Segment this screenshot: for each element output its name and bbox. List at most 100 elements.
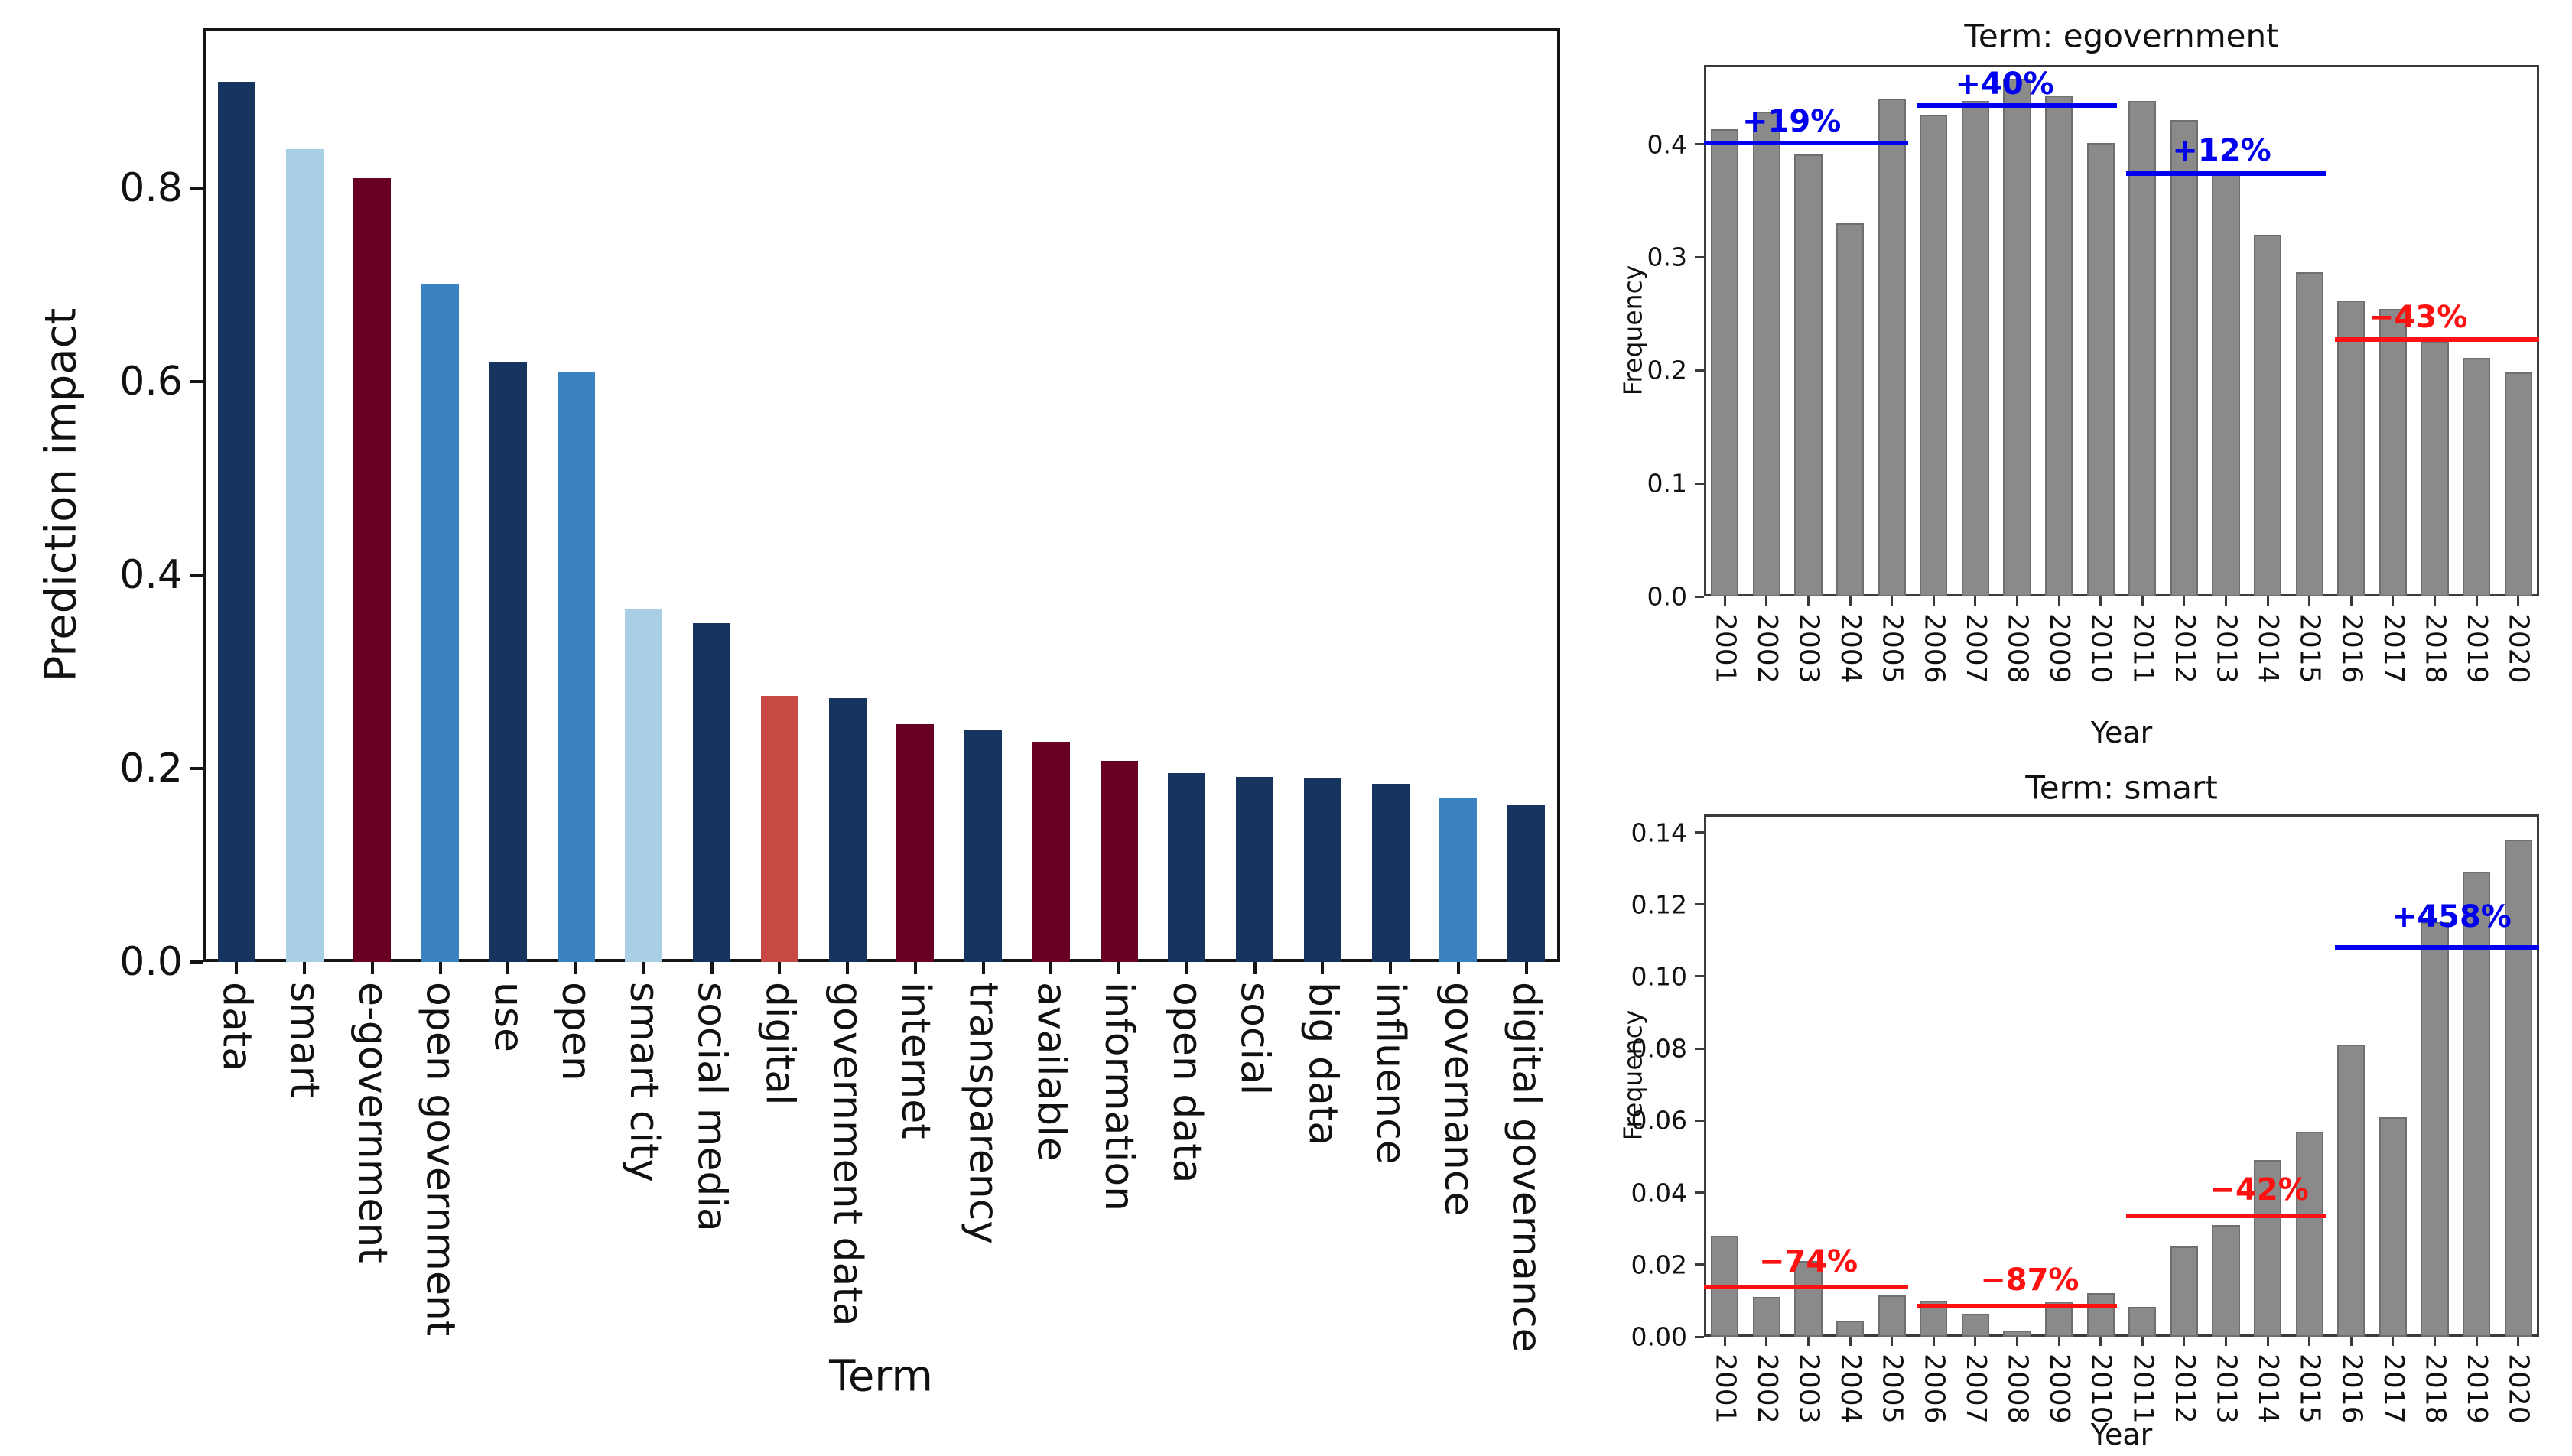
annotation-line — [2335, 337, 2539, 343]
y-tick-label: 0.08 — [1631, 1033, 1687, 1064]
x-tick-mark — [1524, 962, 1528, 974]
x-tick-label: 2009 — [2044, 1354, 2076, 1424]
x-tick-label: smart city — [620, 982, 667, 1183]
bar-2004 — [1836, 1320, 1865, 1337]
y-tick-label: 0.14 — [1631, 817, 1687, 848]
bar-open data — [1168, 773, 1206, 962]
x-tick-label: 2014 — [2252, 613, 2284, 684]
x-tick-label: 2008 — [2001, 613, 2034, 684]
x-tick-mark — [1932, 1337, 1935, 1346]
x-tick-label: 2010 — [2085, 613, 2117, 684]
bar-2018 — [2421, 922, 2449, 1337]
annotation-line — [1704, 141, 1908, 146]
x-tick-label: open government — [417, 982, 463, 1337]
bar-2015 — [2295, 271, 2323, 596]
bar-data — [217, 81, 255, 962]
x-tick-mark — [1891, 1337, 1894, 1346]
bar-2014 — [2254, 1160, 2282, 1337]
x-tick-label: 2004 — [1835, 613, 1867, 684]
bar-smart — [285, 149, 324, 962]
bar-information — [1100, 760, 1138, 962]
x-tick-mark — [2016, 596, 2018, 606]
x-tick-mark — [1723, 596, 1726, 606]
bar-2001 — [1711, 129, 1739, 596]
x-tick-mark — [846, 962, 850, 974]
y-tick-mark — [190, 379, 203, 383]
bar-2008 — [2003, 78, 2031, 596]
x-tick-label: 2011 — [2127, 613, 2159, 684]
bar-open government — [421, 284, 460, 962]
bar-government data — [828, 697, 867, 962]
x-tick-mark — [2392, 596, 2395, 606]
x-tick-mark — [1974, 596, 1977, 606]
annotation-label: +458% — [2391, 899, 2512, 935]
x-tick-label: information — [1096, 982, 1143, 1212]
bar-2012 — [2170, 120, 2198, 596]
y-tick-label: 0.12 — [1631, 889, 1687, 920]
bar-internet — [896, 723, 935, 962]
bar-2015 — [2295, 1131, 2323, 1337]
x-tick-label: social — [1231, 982, 1278, 1096]
bar-2005 — [1878, 1295, 1906, 1337]
annotation-label: −74% — [1758, 1244, 1858, 1280]
annotation-line — [2126, 1214, 2326, 1219]
x-tick-label: social media — [688, 982, 735, 1232]
x-tick-label: data — [213, 982, 260, 1072]
bar-2008 — [2003, 1330, 2031, 1337]
bar-2009 — [2045, 95, 2073, 596]
x-tick-label: 2013 — [2210, 1354, 2242, 1424]
x-tick-label: 2006 — [1918, 613, 1950, 684]
x-tick-mark — [2434, 596, 2436, 606]
x-tick-label: 2012 — [2168, 613, 2200, 684]
bar-transparency — [964, 730, 1003, 962]
bar-2013 — [2212, 171, 2240, 596]
x-tick-mark — [2183, 1337, 2186, 1346]
y-tick-mark — [1695, 975, 1704, 978]
x-tick-mark — [506, 962, 510, 974]
prediction-impact-y-axis-label: Prediction impact — [36, 307, 86, 682]
bar-2018 — [2421, 340, 2449, 596]
x-tick-mark — [1765, 1337, 1768, 1346]
bar-2012 — [2170, 1246, 2198, 1337]
y-tick-mark — [1695, 1119, 1704, 1122]
x-tick-label: 2020 — [2502, 613, 2535, 684]
bar-2016 — [2337, 1045, 2366, 1337]
x-tick-mark — [1049, 962, 1053, 974]
bar-2005 — [1878, 99, 1906, 596]
x-tick-mark — [1974, 1337, 1977, 1346]
x-tick-mark — [981, 962, 985, 974]
x-tick-label: 2018 — [2419, 613, 2451, 684]
x-tick-mark — [438, 962, 442, 974]
y-tick-label: 0.10 — [1631, 961, 1687, 992]
x-tick-mark — [2225, 596, 2227, 606]
x-tick-mark — [1321, 962, 1325, 974]
bar-available — [1032, 741, 1070, 962]
x-tick-label: government data — [824, 982, 871, 1327]
bar-2007 — [1961, 1314, 1989, 1337]
x-tick-mark — [2141, 1337, 2144, 1346]
x-tick-label: 2011 — [2127, 1354, 2159, 1424]
x-tick-mark — [778, 962, 782, 974]
egovernment-chart-title: Term: egovernment — [1964, 17, 2279, 55]
y-tick-label: 0.3 — [1647, 242, 1687, 272]
bar-2002 — [1752, 111, 1780, 596]
bar-big data — [1303, 778, 1341, 962]
bar-influence — [1371, 784, 1410, 962]
x-tick-mark — [2349, 1337, 2353, 1346]
bar-governance — [1439, 798, 1478, 962]
x-tick-mark — [2141, 596, 2144, 606]
annotation-label: −87% — [1980, 1262, 2079, 1298]
x-tick-label: 2019 — [2461, 1354, 2493, 1424]
x-tick-label: big data — [1299, 982, 1346, 1146]
x-tick-mark — [1723, 1337, 1726, 1346]
x-tick-label: 2010 — [2085, 1354, 2117, 1424]
annotation-label: −42% — [2209, 1172, 2309, 1207]
x-tick-mark — [1765, 596, 1768, 606]
annotation-line — [2335, 945, 2539, 951]
x-tick-label: internet — [892, 982, 938, 1139]
y-tick-label: 0.4 — [119, 551, 183, 598]
bar-digital — [760, 696, 798, 962]
prediction-impact-x-axis-label: Term — [829, 1351, 933, 1402]
y-tick-mark — [1695, 1191, 1704, 1194]
